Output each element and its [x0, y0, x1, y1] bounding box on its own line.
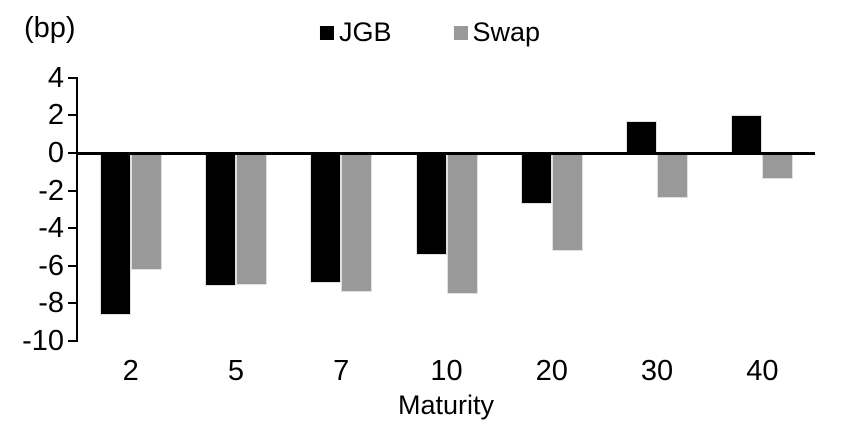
bar-jgb-20 [520, 153, 552, 204]
y-tick-label: 2 [47, 99, 64, 132]
y-tick-label: -2 [38, 174, 64, 207]
x-category-label: 10 [430, 355, 463, 387]
legend-label-jgb: JGB [338, 17, 392, 47]
bar-swap-5 [235, 153, 267, 285]
zero-axis-line [76, 151, 815, 155]
legend-label-swap: Swap [472, 17, 541, 47]
y-tick-label: -4 [38, 212, 64, 245]
y-tick-label: -6 [38, 249, 64, 282]
bar-swap-40 [762, 153, 794, 180]
y-axis-tick [68, 264, 76, 267]
x-category-label: 30 [640, 355, 674, 387]
bar-jgb-40 [731, 115, 763, 153]
legend-item-jgb: JGB [319, 16, 392, 48]
jgb-swatch-icon [319, 26, 334, 40]
x-category-label: 40 [746, 355, 779, 387]
y-axis-tick [68, 302, 76, 305]
y-axis-tick [68, 340, 76, 342]
bar-swap-30 [657, 153, 689, 199]
y-axis-tick [68, 114, 76, 117]
y-axis-tick [68, 227, 76, 230]
bar-jgb-2 [99, 153, 131, 315]
swap-swatch-icon [453, 26, 468, 40]
y-axis-tick [68, 76, 76, 79]
bar-jgb-30 [626, 121, 658, 153]
y-tick-label: -8 [38, 287, 64, 320]
bar-swap-2 [130, 153, 162, 270]
x-category-label: 5 [227, 355, 244, 387]
bar-swap-10 [446, 153, 478, 294]
legend: JGB Swap [319, 16, 540, 48]
y-tick-label: 0 [47, 137, 64, 169]
bar-swap-20 [551, 153, 583, 251]
y-axis-line [76, 76, 78, 342]
bar-jgb-5 [204, 153, 236, 287]
x-category-label: 20 [535, 355, 568, 387]
x-category-label: 2 [122, 355, 139, 387]
y-axis-tick [68, 189, 76, 192]
x-axis-title: Maturity [397, 390, 495, 420]
x-category-label: 7 [333, 355, 350, 387]
y-axis-tick [68, 152, 76, 154]
bar-jgb-10 [415, 153, 447, 255]
bar-swap-7 [341, 153, 373, 293]
bar-jgb-7 [310, 153, 342, 283]
y-tick-label: -10 [22, 325, 64, 357]
y-tick-label: 4 [47, 61, 64, 94]
y-axis-unit-label: (bp) [24, 12, 76, 44]
legend-item-swap: Swap [453, 16, 540, 48]
